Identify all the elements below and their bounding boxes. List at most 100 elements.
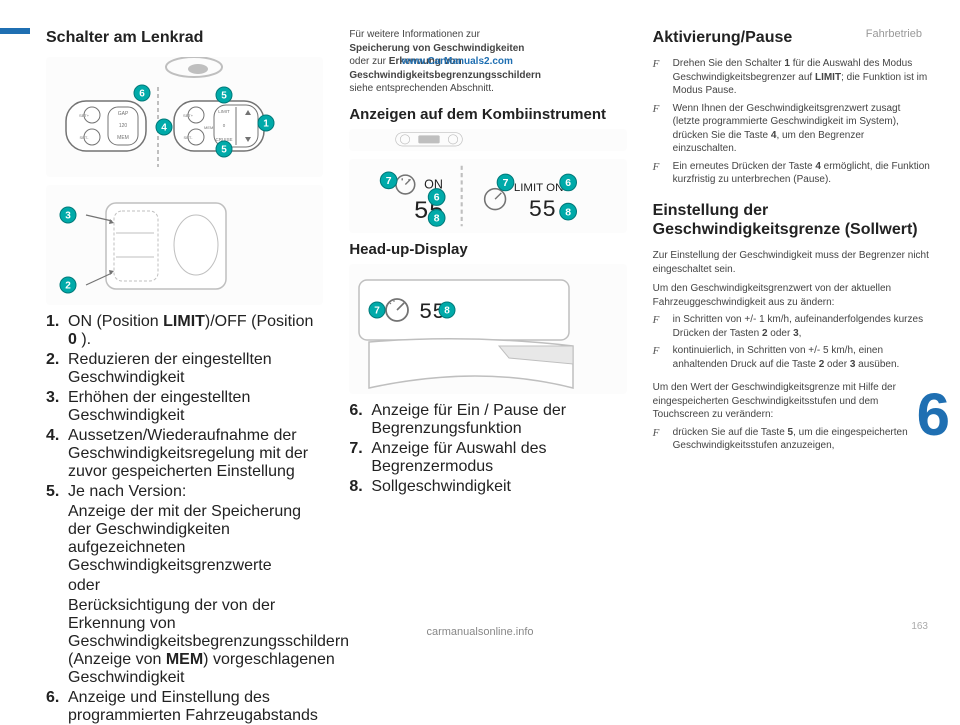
- col3-einst-p1: Zur Einstellung der Geschwindigkeit muss…: [653, 249, 930, 276]
- arrow-text: Wenn Ihnen der Geschwindigkeitsgrenzwert…: [673, 102, 930, 156]
- svg-text:6: 6: [139, 89, 145, 100]
- svg-text:8: 8: [445, 306, 451, 317]
- three-column-layout: Schalter am Lenkrad GAP 120 MEM: [46, 28, 930, 588]
- list-number: [46, 597, 60, 687]
- col2-numbered-list: 6.Anzeige für Ein / Pause der Begrenzung…: [349, 402, 626, 496]
- list-item: 4.Aussetzen/Wiederaufnahme der Geschwind…: [46, 427, 323, 481]
- svg-text:3: 3: [65, 211, 71, 222]
- list-text: Berücksichtigung der von der Erkennung v…: [68, 597, 349, 687]
- col1-numbered-list: 1.ON (Position LIMIT)/OFF (Position 0 ).…: [46, 313, 323, 725]
- col2-h-anzeigen: Anzeigen auf dem Kombiinstrument: [349, 106, 626, 123]
- figure-kombi-detail: ON 55 LIMIT ON 55 768768: [349, 159, 626, 233]
- list-number: [46, 577, 60, 595]
- list-number: 8.: [349, 478, 363, 496]
- col3-act-list: FDrehen Sie den Schalter 1 für die Auswa…: [653, 57, 930, 187]
- list-text: Aussetzen/Wiederaufnahme der Geschwindig…: [68, 427, 323, 481]
- svg-text:GAP: GAP: [118, 111, 129, 117]
- hud-svg: 55 78: [349, 264, 589, 394]
- col3-einst-list-2: Fdrücken Sie auf die Taste 5, um die ein…: [653, 426, 930, 453]
- list-text: Anzeige für Auswahl des Begrenzermodus: [371, 440, 626, 476]
- list-number: 6.: [46, 689, 60, 725]
- kombi-outline-icon: [349, 129, 509, 151]
- figure-hud: 55 78: [349, 264, 626, 394]
- svg-text:MEM: MEM: [117, 135, 129, 141]
- list-number: 6.: [349, 402, 363, 438]
- list-item: 7.Anzeige für Auswahl des Begrenzermodus: [349, 440, 626, 476]
- list-number: 4.: [46, 427, 60, 481]
- list-text: Reduzieren der eingestellten Geschwindig…: [68, 351, 323, 387]
- list-number: 7.: [349, 440, 363, 476]
- list-item: 6.Anzeige für Ein / Pause der Begrenzung…: [349, 402, 626, 438]
- col2-intro-3: oder zur Erkennung vonwww.CarManuals2.co…: [349, 55, 626, 69]
- list-number: 2.: [46, 351, 60, 387]
- svg-text:MEM: MEM: [204, 125, 213, 130]
- kombi-svg: ON 55 LIMIT ON 55 768768: [349, 159, 589, 233]
- list-text: Anzeige der mit der Speicherung der Gesc…: [68, 503, 323, 575]
- list-text: oder: [68, 577, 323, 595]
- list-item: 3.Erhöhen der eingestellten Geschwindigk…: [46, 389, 323, 425]
- list-item: 1.ON (Position LIMIT)/OFF (Position 0 ).: [46, 313, 323, 349]
- svg-text:1: 1: [263, 119, 269, 130]
- arrow-item: FWenn Ihnen der Geschwindigkeitsgrenzwer…: [653, 102, 930, 156]
- col2-intro-5: siehe entsprechenden Abschnitt.: [349, 82, 626, 96]
- col2-intro-1: Für weitere Informationen zur: [349, 28, 626, 42]
- section-header: Fahrbetrieb: [866, 28, 922, 40]
- svg-text:SET+: SET+: [79, 113, 90, 118]
- col2-intro-4: Geschwindigkeitsbegrenzungsschildern: [349, 70, 541, 81]
- list-text: ON (Position LIMIT)/OFF (Position 0 ).: [68, 313, 323, 349]
- col3-einst-list: Fin Schritten von +/- 1 km/h, aufeinande…: [653, 313, 930, 371]
- col3-einst-p3: Um den Wert der Geschwindigkeitsgrenze m…: [653, 381, 930, 422]
- list-item: Anzeige der mit der Speicherung der Gesc…: [46, 503, 323, 575]
- svg-text:SET+: SET+: [183, 113, 194, 118]
- column-2: Für weitere Informationen zur Speicherun…: [349, 28, 626, 588]
- arrow-icon: F: [653, 313, 665, 340]
- svg-text:5: 5: [221, 91, 227, 102]
- watermark-text: www.CarManuals2.com: [402, 56, 513, 67]
- page-accent-tab: [0, 28, 30, 34]
- arrow-icon: F: [653, 344, 665, 371]
- svg-text:5: 5: [221, 145, 227, 156]
- figure-stalk-controls: GAP 120 MEM SET+ SET- LIMIT 0 CRUISE SET…: [46, 57, 323, 177]
- svg-text:7: 7: [503, 178, 509, 189]
- list-item: Berücksichtigung der von der Erkennung v…: [46, 597, 323, 687]
- list-text: Anzeige für Ein / Pause der Begrenzungsf…: [371, 402, 626, 438]
- arrow-item: FDrehen Sie den Schalter 1 für die Auswa…: [653, 57, 930, 98]
- arrow-item: Fkontinuierlich, in Schritten von +/- 5 …: [653, 344, 930, 371]
- list-text: Je nach Version:: [68, 483, 323, 501]
- chapter-number: 6: [917, 380, 950, 449]
- list-item: 6.Anzeige und Einstellung des programmie…: [46, 689, 323, 725]
- stalk-svg: GAP 120 MEM SET+ SET- LIMIT 0 CRUISE SET…: [46, 57, 286, 177]
- arrow-text: drücken Sie auf die Taste 5, um die eing…: [673, 426, 930, 453]
- figure-kombi-small: [349, 129, 626, 151]
- wheelpad-svg: 23: [46, 185, 286, 305]
- svg-text:7: 7: [375, 306, 381, 317]
- col3-h-einst: Einstellung der Geschwindigkeitsgrenze (…: [653, 201, 930, 239]
- svg-text:8: 8: [566, 207, 572, 218]
- arrow-icon: F: [653, 160, 665, 187]
- figure-wheel-pad: 23: [46, 185, 323, 305]
- col2-h-hud: Head-up-Display: [349, 241, 626, 258]
- svg-text:120: 120: [119, 123, 128, 129]
- col2-intro-3a: oder zur: [349, 56, 388, 67]
- manual-page: Fahrbetrieb Schalter am Lenkrad GAP: [0, 0, 960, 640]
- svg-text:SET-: SET-: [184, 135, 194, 140]
- svg-text:7: 7: [386, 176, 392, 187]
- arrow-item: FEin erneutes Drücken der Taste 4 ermögl…: [653, 160, 930, 187]
- list-number: [46, 503, 60, 575]
- svg-text:LIMIT: LIMIT: [218, 109, 230, 114]
- list-item: 8.Sollgeschwindigkeit: [349, 478, 626, 496]
- arrow-icon: F: [653, 57, 665, 98]
- arrow-text: in Schritten von +/- 1 km/h, aufeinander…: [673, 313, 930, 340]
- list-text: Anzeige und Einstellung des programmiert…: [68, 689, 323, 725]
- list-text: Erhöhen der eingestellten Geschwindigkei…: [68, 389, 323, 425]
- list-item: oder: [46, 577, 323, 595]
- svg-text:2: 2: [65, 281, 71, 292]
- arrow-icon: F: [653, 102, 665, 156]
- list-number: 3.: [46, 389, 60, 425]
- arrow-item: Fin Schritten von +/- 1 km/h, aufeinande…: [653, 313, 930, 340]
- column-1: Schalter am Lenkrad GAP 120 MEM: [46, 28, 323, 588]
- list-number: 5.: [46, 483, 60, 501]
- svg-text:6: 6: [566, 178, 572, 189]
- svg-text:4: 4: [161, 123, 167, 134]
- svg-text:6: 6: [434, 192, 440, 203]
